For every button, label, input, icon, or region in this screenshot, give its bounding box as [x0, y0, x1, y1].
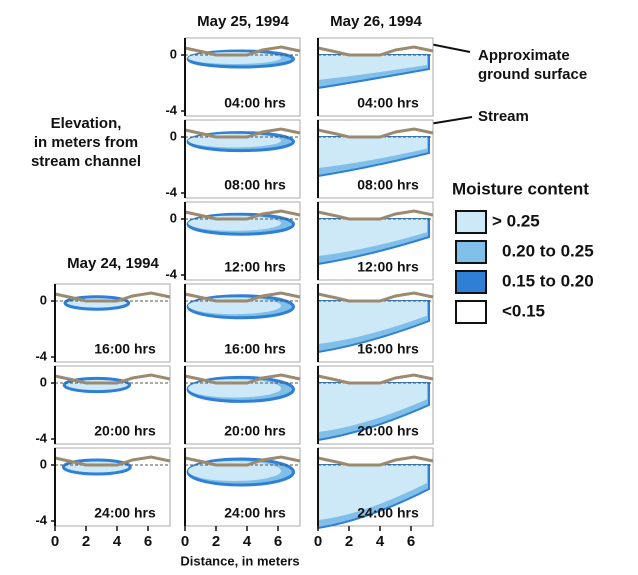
x-tick-label: 2: [345, 533, 353, 550]
ground-surface: [54, 455, 171, 467]
time-label: 20:00 hrs: [224, 423, 286, 439]
ground-surface: [184, 373, 301, 385]
ground-surface: [317, 373, 434, 385]
y-axis-label: in meters from: [34, 134, 138, 151]
x-tick-label: 2: [212, 533, 220, 550]
y-tick-label: 0: [40, 292, 47, 307]
annotation: Stream: [478, 108, 529, 125]
column-date: May 24, 1994: [67, 255, 159, 272]
ground-surface: [54, 373, 171, 385]
legend-label: <0.15: [502, 301, 545, 320]
moisture-zone: [318, 55, 427, 80]
x-tick-label: 6: [407, 533, 415, 550]
moisture-zone: [318, 137, 427, 168]
x-tick-label: 0: [314, 533, 322, 550]
x-axis-label: Distance, in meters: [180, 553, 299, 568]
moisture-zone: [318, 219, 427, 256]
time-label: 12:00 hrs: [224, 259, 286, 275]
column-date: May 25, 1994: [197, 13, 289, 30]
y-tick-label: -4: [35, 348, 47, 363]
x-tick-label: 4: [243, 533, 252, 550]
x-tick-label: 0: [51, 533, 59, 550]
time-label: 20:00 hrs: [94, 423, 156, 439]
x-tick-label: 6: [274, 533, 282, 550]
y-tick-label: 0: [170, 128, 177, 143]
y-tick-label: -4: [165, 102, 177, 117]
y-tick-label: 0: [40, 374, 47, 389]
moisture-zone: [318, 465, 427, 520]
y-tick-label: -4: [165, 184, 177, 199]
y-axis-label: Elevation,: [51, 115, 122, 132]
x-tick-label: 4: [376, 533, 385, 550]
y-tick-label: -4: [35, 430, 47, 445]
legend-swatch: [455, 210, 487, 234]
time-label: 24:00 hrs: [357, 505, 419, 521]
annotation: ground surface: [478, 66, 587, 83]
ground-surface: [317, 291, 434, 303]
ground-surface: [317, 209, 434, 221]
time-label: 08:00 hrs: [357, 177, 419, 193]
x-tick-label: 0: [181, 533, 189, 550]
moisture-zone: [318, 383, 427, 432]
ground-surface: [317, 455, 434, 467]
y-tick-label: -4: [35, 512, 47, 527]
moisture-zone: [188, 379, 282, 398]
legend-swatch: [455, 300, 487, 324]
ground-surface: [184, 209, 301, 221]
time-label: 16:00 hrs: [224, 341, 286, 357]
legend-title: Moisture content: [452, 179, 589, 198]
time-label: 24:00 hrs: [224, 505, 286, 521]
time-label: 04:00 hrs: [224, 95, 286, 111]
moisture-zone: [318, 301, 427, 344]
ground-surface: [54, 291, 171, 303]
time-label: 08:00 hrs: [224, 177, 286, 193]
time-label: 16:00 hrs: [357, 341, 419, 357]
time-label: 04:00 hrs: [357, 95, 419, 111]
ground-surface: [184, 45, 301, 57]
legend-label: 0.20 to 0.25: [502, 241, 594, 260]
y-axis-label: stream channel: [31, 153, 141, 170]
ground-surface: [317, 45, 434, 57]
ground-surface: [184, 127, 301, 139]
x-tick-label: 2: [82, 533, 90, 550]
y-tick-label: 0: [170, 210, 177, 225]
legend-swatch: [455, 270, 487, 294]
time-label: 12:00 hrs: [357, 259, 419, 275]
time-label: 20:00 hrs: [357, 423, 419, 439]
moisture-zone: [188, 461, 282, 481]
moisture-zone: [188, 297, 282, 315]
y-tick-label: -4: [165, 266, 177, 281]
time-label: 24:00 hrs: [94, 505, 156, 521]
legend-label: > 0.25: [492, 211, 540, 230]
legend-swatch: [455, 240, 487, 264]
column-date: May 26, 1994: [330, 13, 422, 30]
y-tick-label: 0: [40, 456, 47, 471]
y-tick-label: 0: [170, 46, 177, 61]
ground-surface: [184, 455, 301, 467]
time-label: 16:00 hrs: [94, 341, 156, 357]
ground-surface: [184, 291, 301, 303]
legend-label: 0.15 to 0.20: [502, 271, 594, 290]
ground-surface: [317, 127, 434, 139]
x-tick-label: 4: [113, 533, 122, 550]
x-tick-label: 6: [144, 533, 152, 550]
annotation: Approximate: [478, 47, 570, 64]
